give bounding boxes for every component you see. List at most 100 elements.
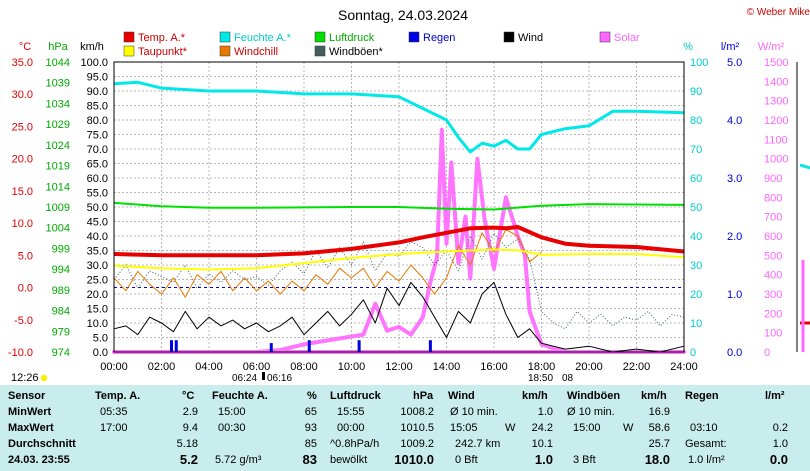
humidity-tick: 50 xyxy=(690,202,702,214)
rain-bar xyxy=(269,343,273,352)
legend-label: Luftdruck xyxy=(329,32,375,44)
legend-label: Taupunkt* xyxy=(138,46,188,58)
solar-tick: 200 xyxy=(764,308,782,320)
humidity-tick: 10 xyxy=(690,318,702,330)
wind-tick: 100.0 xyxy=(80,57,108,69)
humidity-tick: 100 xyxy=(690,57,708,69)
header-pressure: Luftdruck xyxy=(330,390,381,402)
legend-label: Wind xyxy=(518,32,543,44)
pressure-tick: 984 xyxy=(52,306,70,318)
max-wind: 24.2 xyxy=(531,422,553,434)
legend: Temp. A.* Feuchte A.* Luftdruck Regen Wind So… xyxy=(123,31,640,58)
legend-swatch xyxy=(314,45,326,57)
legend-swatch xyxy=(503,31,515,43)
x-tick: 12:00 xyxy=(385,361,413,373)
legend-swatch xyxy=(314,31,326,43)
legend-swatch xyxy=(599,31,611,43)
temp-unit: °C xyxy=(19,41,31,53)
humidity-unit: % xyxy=(683,41,693,53)
x-tick: 08:00 xyxy=(290,361,318,373)
series-luftdruck xyxy=(113,201,685,211)
wind-unit: km/h xyxy=(80,41,104,53)
wind-tick: 55.0 xyxy=(87,188,108,200)
series-temp xyxy=(113,225,685,258)
min-wind: 1.0 xyxy=(537,406,553,418)
chart-frame xyxy=(113,61,810,353)
min-temp: 2.9 xyxy=(182,406,198,418)
wind-tick: 25.0 xyxy=(87,275,108,287)
max-gust-time: 15:00 xyxy=(573,422,601,434)
legend-swatch xyxy=(123,31,135,43)
rain-tick: 2.0 xyxy=(727,231,742,243)
temp-tick: 20.0 xyxy=(12,154,33,166)
max-press-time: 00:00 xyxy=(337,422,365,434)
min-press: 1008.2 xyxy=(400,406,434,418)
humidity-tick: 60 xyxy=(690,173,702,185)
header-wind-unit: km/h xyxy=(522,390,548,402)
pressure-tick: 1044 xyxy=(46,57,70,69)
header-temp-unit: °C xyxy=(182,390,195,402)
legend-label: Regen xyxy=(423,32,455,44)
wind-tick: 45.0 xyxy=(87,217,108,229)
series-feuchte xyxy=(113,80,685,154)
solar-tick: 1200 xyxy=(764,115,788,127)
pressure-tick: 989 xyxy=(52,285,70,297)
wind-tick: 50.0 xyxy=(87,202,108,214)
avg-wind: 10.1 xyxy=(531,438,553,450)
series-solar xyxy=(112,127,686,354)
max-temp: 9.4 xyxy=(182,422,198,434)
header-humidity: Feuchte A. xyxy=(212,390,268,402)
wind-tick: 40.0 xyxy=(87,231,108,243)
plot-frame xyxy=(113,61,685,353)
solar-tick: 1300 xyxy=(764,96,788,108)
x-tick: 20:00 xyxy=(575,361,603,373)
rain-tick: 1.0 xyxy=(727,289,742,301)
x-tick: 24:00 xyxy=(670,361,698,373)
pressure-tick: 1029 xyxy=(46,119,70,131)
temp-tick: 30.0 xyxy=(12,89,33,101)
x-tick: 06:00 xyxy=(243,361,271,373)
series-layer xyxy=(112,80,686,354)
temp-tick: -5.0 xyxy=(14,315,33,327)
solar-tick: 600 xyxy=(764,231,782,243)
pressure-tick: 1039 xyxy=(46,78,70,90)
avg-press: 1009.2 xyxy=(400,438,434,450)
solar-tick: 1500 xyxy=(764,57,788,69)
header-rain-unit: l/m² xyxy=(765,390,785,402)
legend-swatch xyxy=(219,31,231,43)
humidity-tick: 80 xyxy=(690,115,702,127)
solar-unit: W/m² xyxy=(758,41,785,53)
wind-tick: 10.0 xyxy=(87,318,108,330)
chart-title: Sonntag, 24.03.2024 xyxy=(338,7,468,23)
wind-tick: 0.0 xyxy=(93,347,108,359)
min-gust: 16.9 xyxy=(648,406,670,418)
min-hum-time: 15:00 xyxy=(218,406,246,418)
wind-tick: 5.0 xyxy=(93,333,108,345)
solar-tick: 700 xyxy=(764,212,782,224)
wind-tick: 15.0 xyxy=(87,304,108,316)
pressure-tick: 1009 xyxy=(46,202,70,214)
pressure-tick: 999 xyxy=(52,243,70,255)
current-rain: 0.0 xyxy=(769,452,788,467)
wind-tick: 60.0 xyxy=(87,173,108,185)
solar-tick: 1400 xyxy=(764,76,788,88)
current-wind: 1.0 xyxy=(534,452,553,467)
legend-label: Windchill xyxy=(234,46,278,58)
temp-tick: 35.0 xyxy=(12,57,33,69)
max-wind-time: 15:05 xyxy=(450,422,478,434)
statistics-table: Sensor Temp. A. °C Feuchte A. % Luftdruc… xyxy=(0,385,810,471)
x-tick: 22:00 xyxy=(623,361,651,373)
rain-bar xyxy=(174,340,178,352)
current-temp: 5.2 xyxy=(179,452,198,467)
rain-tick: 5.0 xyxy=(727,57,742,69)
humidity-tick: 40 xyxy=(690,231,702,243)
pressure-tick: 1034 xyxy=(46,98,70,110)
wind-tick: 90.0 xyxy=(87,86,108,98)
wind-distance: 242.7 km xyxy=(455,438,501,450)
time-marker: 12:26 xyxy=(11,372,39,384)
rain-total: 1.0 xyxy=(772,438,788,450)
pressure-tick: 979 xyxy=(52,326,70,338)
rain-bar xyxy=(170,340,173,352)
humidity-tick: 70 xyxy=(690,144,702,156)
